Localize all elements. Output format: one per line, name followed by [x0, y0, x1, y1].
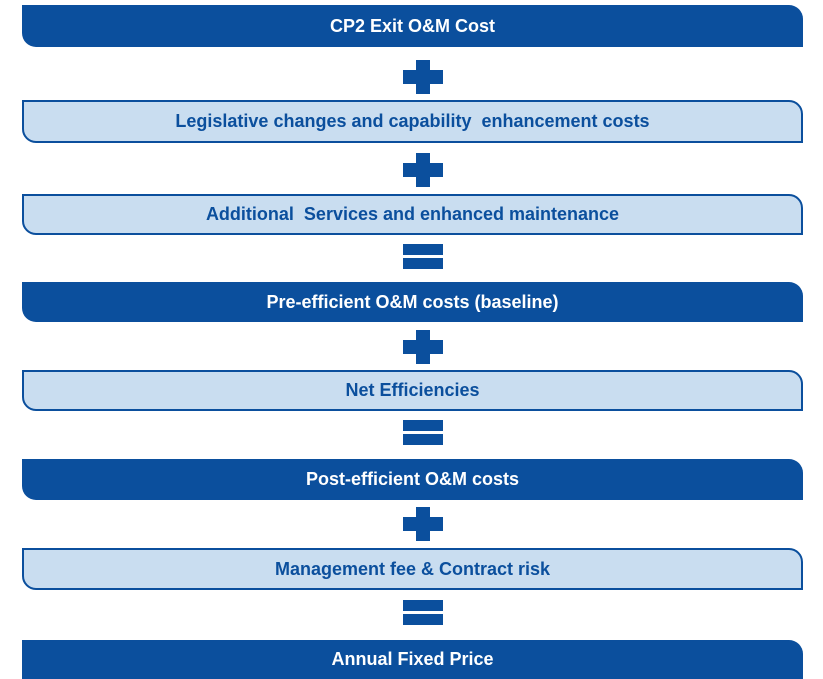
- equals-operator: [403, 244, 443, 270]
- plus-operator: [403, 153, 443, 187]
- step-box: Pre-efficient O&M costs (baseline): [22, 282, 803, 322]
- plus-operator: [403, 330, 443, 364]
- equals-operator: [403, 420, 443, 446]
- plus-operator: [403, 60, 443, 94]
- step-box: Post-efficient O&M costs: [22, 459, 803, 500]
- step-box: Net Efficiencies: [22, 370, 803, 411]
- step-box: Annual Fixed Price: [22, 640, 803, 679]
- step-box: Legislative changes and capability enhan…: [22, 100, 803, 143]
- step-box: Additional Services and enhanced mainten…: [22, 194, 803, 235]
- plus-operator: [403, 507, 443, 541]
- step-box: Management fee & Contract risk: [22, 548, 803, 590]
- equals-operator: [403, 600, 443, 626]
- step-box: CP2 Exit O&M Cost: [22, 5, 803, 47]
